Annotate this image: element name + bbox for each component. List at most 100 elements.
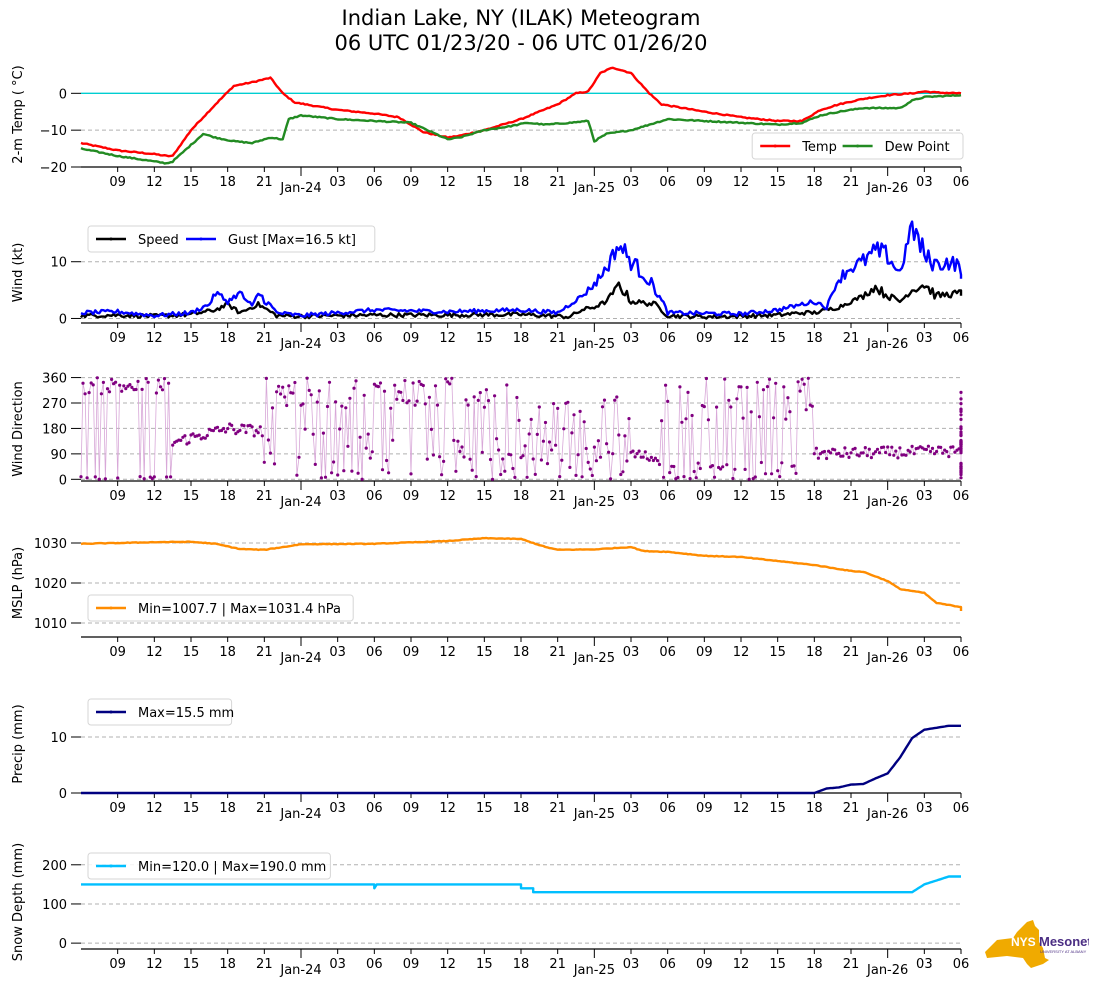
x-tick-label: 09 — [696, 801, 713, 816]
data-point — [114, 380, 118, 384]
x-tick-label: 18 — [806, 801, 823, 816]
data-point — [892, 453, 896, 457]
data-point — [566, 400, 570, 404]
x-tick-label: 12 — [733, 957, 750, 972]
x-tick-label: 18 — [219, 957, 236, 972]
y-tick-label: 270 — [42, 397, 67, 412]
data-point — [580, 475, 584, 479]
data-point — [244, 430, 248, 435]
data-point — [423, 402, 427, 406]
x-tick-label: 03 — [329, 645, 346, 660]
series-line-direction — [80, 377, 962, 480]
data-point — [594, 459, 599, 463]
data-point — [336, 473, 340, 477]
data-point — [688, 477, 692, 481]
x-tick-label: 12 — [733, 801, 750, 816]
data-point — [692, 469, 696, 474]
data-point — [110, 377, 114, 381]
data-point — [421, 383, 425, 388]
x-tick-label: 15 — [769, 645, 786, 660]
data-point — [468, 457, 472, 461]
panel-precip: 0 10 Precip (mm) 09 12 15 18 21 Jan-24 03 06 09 12 15… — [11, 698, 969, 822]
data-point — [767, 377, 772, 381]
data-point — [187, 441, 191, 445]
ny-state-shape-icon — [985, 920, 1049, 968]
data-point — [285, 403, 289, 408]
x-tick-label: 18 — [219, 645, 236, 660]
data-point — [588, 467, 592, 471]
data-point — [480, 450, 484, 454]
x-tick-label: Jan-24 — [279, 337, 321, 352]
data-point — [592, 445, 597, 449]
data-point — [124, 387, 128, 391]
data-point — [796, 380, 800, 384]
x-tick-label: 12 — [146, 331, 163, 346]
data-point — [122, 384, 126, 388]
x-tick-label: 06 — [659, 489, 676, 504]
data-point — [568, 465, 572, 469]
data-point — [272, 462, 277, 466]
data-point — [786, 396, 790, 400]
legend-marker — [109, 237, 113, 241]
data-point — [232, 428, 236, 432]
data-point — [959, 449, 963, 453]
data-point — [415, 399, 419, 403]
x-tick-label: 09 — [403, 957, 420, 972]
data-point — [774, 381, 778, 385]
y-axis-label: Wind (kt) — [11, 243, 26, 303]
data-point — [91, 383, 95, 387]
x-tick-label: 18 — [513, 801, 530, 816]
data-point — [323, 475, 328, 479]
data-point — [313, 462, 317, 466]
data-point — [727, 398, 731, 402]
y-tick-label: 0 — [59, 937, 67, 952]
data-point — [861, 451, 865, 455]
data-point — [743, 467, 747, 471]
data-point — [495, 437, 499, 441]
data-point — [160, 388, 165, 392]
data-point — [570, 431, 574, 435]
data-point — [896, 456, 900, 460]
x-tick-label: 03 — [623, 175, 640, 190]
data-point — [303, 427, 307, 431]
x-tick-label: Jan-26 — [866, 963, 908, 978]
x-tick-label: 12 — [439, 331, 456, 346]
data-point — [847, 455, 851, 459]
data-point — [729, 405, 733, 409]
data-point — [853, 446, 857, 450]
x-tick-label: 03 — [329, 175, 346, 190]
data-point — [334, 400, 338, 404]
data-point — [759, 460, 764, 465]
data-point — [338, 427, 342, 431]
data-point — [191, 432, 195, 436]
series-line-min — [81, 875, 961, 894]
data-point — [370, 450, 374, 454]
data-point — [429, 427, 433, 431]
data-point — [197, 433, 201, 437]
x-tick-label: Jan-24 — [279, 495, 321, 510]
data-point — [279, 392, 283, 396]
x-tick-label: 12 — [146, 489, 163, 504]
y-axis-label: Wind Direction — [11, 381, 26, 477]
legend-label: Max=15.5 mm — [138, 706, 234, 721]
data-point — [776, 469, 780, 473]
x-tick-label: 06 — [659, 957, 676, 972]
data-point — [556, 406, 560, 410]
x-tick-label: 06 — [659, 801, 676, 816]
data-point — [617, 433, 621, 437]
data-point — [932, 452, 937, 456]
x-tick-label: 09 — [403, 331, 420, 346]
data-point — [490, 477, 495, 481]
data-point — [841, 454, 845, 458]
data-point — [101, 380, 105, 384]
x-tick-label: 21 — [549, 801, 566, 816]
data-point — [315, 400, 319, 404]
data-point — [81, 381, 85, 385]
data-point — [694, 476, 698, 480]
data-point — [305, 376, 309, 380]
y-tick-label: −20 — [40, 161, 67, 176]
data-point — [476, 398, 480, 402]
legend-box — [87, 225, 376, 253]
legend-marker — [109, 606, 113, 610]
data-point — [686, 390, 690, 394]
